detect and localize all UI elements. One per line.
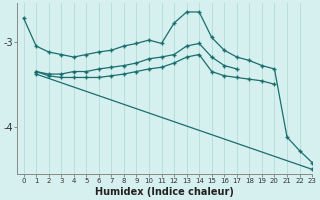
- X-axis label: Humidex (Indice chaleur): Humidex (Indice chaleur): [95, 187, 234, 197]
